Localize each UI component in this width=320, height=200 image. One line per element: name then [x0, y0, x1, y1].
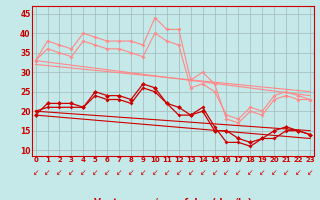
- Text: ↙: ↙: [188, 168, 194, 177]
- Text: ↙: ↙: [295, 168, 301, 177]
- Text: ↙: ↙: [259, 168, 266, 177]
- Text: ↙: ↙: [152, 168, 158, 177]
- Text: ↙: ↙: [223, 168, 230, 177]
- Text: ↙: ↙: [56, 168, 63, 177]
- Text: ↙: ↙: [104, 168, 110, 177]
- Text: ↙: ↙: [271, 168, 277, 177]
- Text: ↙: ↙: [80, 168, 86, 177]
- Text: ↙: ↙: [68, 168, 75, 177]
- Text: ↙: ↙: [92, 168, 99, 177]
- Text: ↙: ↙: [128, 168, 134, 177]
- Text: ↙: ↙: [199, 168, 206, 177]
- Text: ↙: ↙: [32, 168, 39, 177]
- Text: ↙: ↙: [44, 168, 51, 177]
- Text: ↙: ↙: [116, 168, 122, 177]
- Text: ↙: ↙: [307, 168, 313, 177]
- Text: ↙: ↙: [176, 168, 182, 177]
- Text: ↙: ↙: [247, 168, 253, 177]
- Text: Vent moyen/en rafales ( km/h ): Vent moyen/en rafales ( km/h ): [94, 198, 252, 200]
- Text: ↙: ↙: [164, 168, 170, 177]
- Text: ↙: ↙: [235, 168, 242, 177]
- Text: ↙: ↙: [140, 168, 146, 177]
- Text: ↙: ↙: [212, 168, 218, 177]
- Text: ↙: ↙: [283, 168, 289, 177]
